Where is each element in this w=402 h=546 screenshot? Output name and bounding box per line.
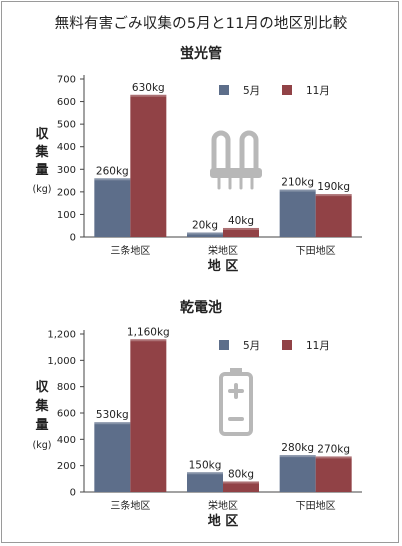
bar-highlight (94, 178, 131, 181)
page-title: 無料有害ごみ収集の5月と11月の地区別比較 (54, 16, 348, 32)
data-label: 270kg (317, 443, 350, 455)
y-axis-label-char: 集 (34, 144, 49, 160)
chart-title: 蛍光管 (180, 45, 222, 62)
legend-swatch (219, 85, 229, 95)
y-tick-label: 800 (57, 382, 76, 393)
bar-may (279, 189, 316, 237)
fluorescent-tube-icon (210, 130, 262, 190)
y-tick-label: 100 (57, 210, 76, 221)
y-axis-label-char: 量 (35, 418, 48, 433)
bar-may (187, 232, 223, 237)
data-label: 630kg (132, 82, 165, 94)
x-axis-label: 地 区 (208, 258, 239, 274)
legend-swatch (219, 340, 229, 350)
data-label: 210kg (281, 177, 314, 189)
x-axis-label: 地 区 (208, 513, 239, 529)
bar-highlight (130, 339, 167, 342)
y-tick-label: 1,200 (47, 330, 76, 341)
bar-highlight (223, 227, 259, 230)
y-axis-unit: (kg) (33, 184, 52, 195)
data-label: 150kg (189, 459, 222, 471)
bar-highlight (315, 456, 352, 459)
y-axis-label-char: 収 (35, 380, 49, 395)
data-label: 80kg (228, 468, 254, 480)
bar-nov (223, 481, 259, 492)
battery-terminal (230, 368, 242, 374)
x-tick-label: 栄地区 (208, 244, 238, 257)
x-tick-label: 下田地区 (296, 244, 336, 257)
bar-may (187, 472, 223, 492)
y-tick-label: 400 (57, 142, 76, 153)
bar-highlight (187, 232, 223, 235)
bar-highlight (279, 189, 316, 192)
legend-label: 5月 (243, 340, 260, 352)
y-tick-label: 300 (57, 165, 76, 176)
legend-label: 5月 (243, 85, 260, 97)
x-tick-label: 下田地区 (296, 499, 336, 512)
battery-body (219, 372, 253, 436)
data-label: 280kg (281, 442, 314, 454)
legend-swatch (282, 340, 292, 350)
bar-nov (315, 456, 352, 492)
y-axis-label-char: 集 (34, 398, 49, 414)
y-tick-label: 600 (57, 97, 76, 108)
x-tick-label: 栄地区 (208, 499, 238, 512)
y-axis-unit: (kg) (33, 440, 52, 451)
x-tick-label: 三条地区 (110, 499, 150, 512)
bar-highlight (279, 455, 316, 458)
y-tick-label: 0 (70, 488, 76, 499)
y-tick-label: 400 (57, 435, 76, 446)
legend-label: 11月 (306, 85, 330, 97)
tube-loop-right (239, 130, 259, 173)
bar-may (279, 455, 316, 492)
data-label: 190kg (317, 181, 350, 193)
battery-icon (219, 368, 253, 436)
bar-highlight (315, 194, 352, 197)
bar-may (94, 178, 131, 237)
bar-highlight (130, 94, 167, 97)
data-label: 260kg (96, 165, 129, 177)
data-label: 20kg (192, 219, 218, 231)
legend-label: 11月 (306, 340, 330, 352)
y-axis-label-char: 量 (35, 163, 48, 178)
bar-highlight (94, 422, 131, 425)
bar-may (94, 422, 131, 492)
y-tick-label: 0 (70, 233, 76, 244)
data-label: 40kg (228, 215, 254, 227)
legend-swatch (282, 85, 292, 95)
tube-base (210, 168, 262, 178)
y-tick-label: 200 (57, 461, 76, 472)
data-label: 530kg (96, 409, 129, 421)
y-tick-label: 500 (57, 120, 76, 131)
bar-nov (223, 227, 259, 237)
y-tick-label: 1,000 (47, 356, 76, 367)
data-label: 1,160kg (127, 326, 170, 338)
chart-title: 乾電池 (180, 299, 222, 316)
x-tick-label: 三条地区 (110, 244, 150, 257)
y-tick-label: 700 (57, 75, 76, 86)
bar-highlight (223, 481, 259, 484)
y-tick-label: 600 (57, 409, 76, 420)
bar-nov (130, 94, 167, 237)
bar-nov (315, 194, 352, 237)
y-axis-label-char: 収 (35, 127, 49, 142)
bar-nov (130, 339, 167, 492)
y-tick-label: 200 (57, 187, 76, 198)
bar-highlight (187, 472, 223, 475)
